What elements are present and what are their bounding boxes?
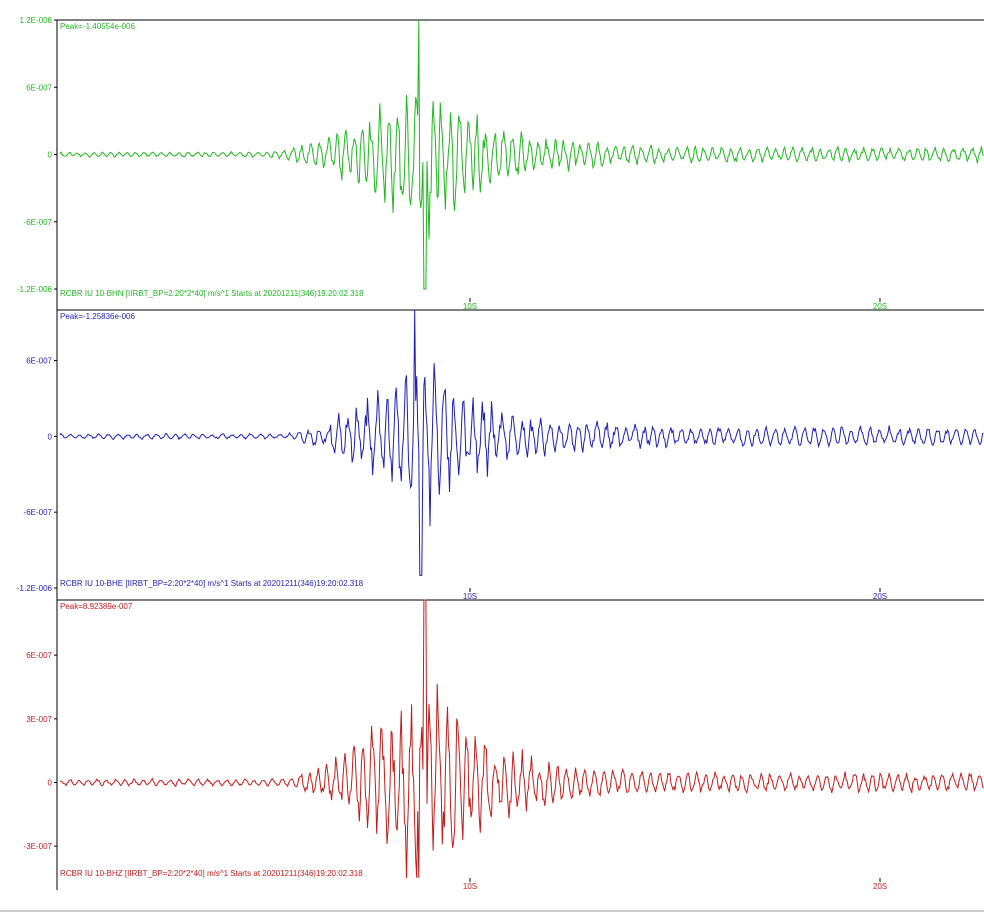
y-tick-label: 1.2E-006 <box>20 16 53 25</box>
y-tick-label: -3E-007 <box>24 842 53 851</box>
x-tick-label: 10S <box>463 302 477 311</box>
station-label: RCBR IU 10-BHZ [IIRBT_BP=2:20*2*40] m/s^… <box>60 869 363 878</box>
waveform-trace <box>59 599 984 879</box>
y-tick-label: -1.2E-006 <box>17 285 53 294</box>
station-label: RCBR IU 10-BHE [IIRBT_BP=2:20*2*40] m/s^… <box>60 579 364 588</box>
peak-label: Peak=-1.40554e-006 <box>60 22 136 31</box>
x-tick-label: 10S <box>463 882 477 891</box>
y-tick-label: 6E-007 <box>26 651 52 660</box>
waveform-trace <box>59 309 984 576</box>
y-tick-label: 6E-007 <box>26 83 52 92</box>
y-tick-label: 0 <box>48 151 53 160</box>
y-tick-label: 3E-007 <box>26 715 52 724</box>
waveform-trace <box>59 19 984 290</box>
x-tick-label: 20S <box>873 882 887 891</box>
panel-0: 1.2E-006 6E-007 0 -6E-007 -1.2E-006 10S 20S Pea… <box>17 16 984 311</box>
y-tick-label: -6E-007 <box>24 218 53 227</box>
y-tick-label: -6E-007 <box>24 508 53 517</box>
station-label: RCBR IU 10-BHN [IIRBT_BP=2:20*2*40] m/s^… <box>60 289 364 298</box>
x-tick-label: 10S <box>463 592 477 601</box>
y-tick-label: -1.2E-006 <box>17 584 53 593</box>
panel-1: 6E-007 0 -6E-007 -1.2E-006 10S 20S Peak=-1.258… <box>17 309 984 601</box>
peak-label: Peak=8.92389e-007 <box>60 602 133 611</box>
x-tick-label: 20S <box>873 592 887 601</box>
y-tick-label: 0 <box>48 432 53 441</box>
panel-2: 6E-007 3E-007 0 -3E-007 10S 20S Peak=8.92389e-… <box>24 599 984 891</box>
y-tick-label: 0 <box>48 779 53 788</box>
x-tick-label: 20S <box>873 302 887 311</box>
peak-label: Peak=-1.25836e-006 <box>60 312 136 321</box>
y-tick-label: 6E-007 <box>26 357 52 366</box>
